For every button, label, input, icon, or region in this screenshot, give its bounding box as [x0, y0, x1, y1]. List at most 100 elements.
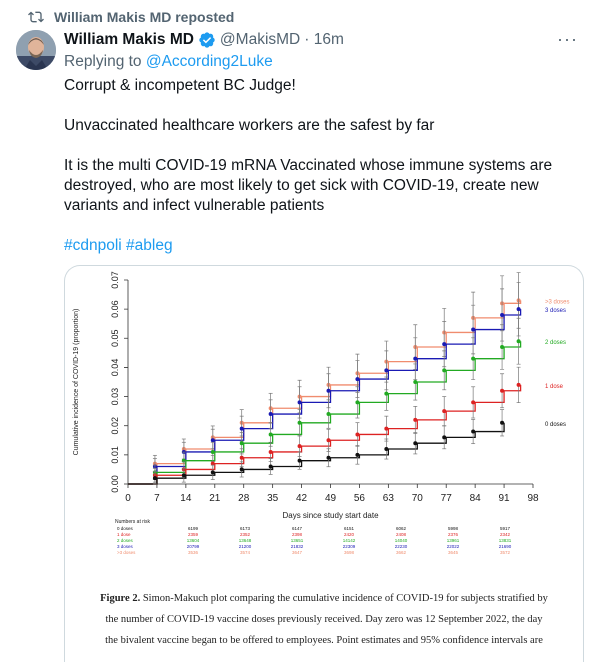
- caption-line: the number of COVID-19 vaccine doses pre…: [105, 614, 543, 625]
- at-risk-value: 2352: [240, 532, 251, 537]
- more-options-icon[interactable]: ···: [557, 29, 578, 49]
- at-risk-value: 2359: [188, 532, 199, 537]
- at-risk-value: 2398: [292, 532, 303, 537]
- at-risk-value: 22230: [395, 544, 408, 549]
- at-risk-value: 13648: [239, 538, 252, 543]
- author-name[interactable]: William Makis MD: [64, 31, 194, 48]
- data-point: [442, 409, 447, 414]
- reply-target-link[interactable]: @According2Luke: [145, 53, 273, 70]
- caption-line: the bivalent vaccine began to be offered…: [105, 635, 543, 646]
- tweet-line: variants and infect vulnerable patients: [64, 197, 325, 214]
- data-point: [355, 377, 360, 382]
- tweet-line: destroyed, who are most likely to get si…: [64, 177, 539, 194]
- data-point: [268, 432, 273, 437]
- data-point: [384, 391, 389, 396]
- data-point: [384, 368, 389, 373]
- series-label: 0 doses: [545, 422, 566, 428]
- tweet-text: Corrupt & incompetent BC Judge! Unvaccin…: [64, 76, 574, 256]
- x-axis-label: Days since study start date: [282, 511, 379, 520]
- x-tick-label: 70: [412, 493, 424, 504]
- tweet-line: It is the multi COVID-19 mRNA Vaccinated…: [64, 157, 553, 174]
- at-risk-value: 13961: [447, 538, 460, 543]
- at-risk-value: 3662: [396, 550, 407, 555]
- data-point: [384, 426, 389, 431]
- at-risk-row-label: 2 doses: [117, 538, 134, 543]
- data-point: [471, 400, 476, 405]
- at-risk-value: 21832: [291, 544, 304, 549]
- data-point: [297, 444, 302, 449]
- at-risk-value: 3645: [448, 550, 459, 555]
- data-point: [326, 388, 331, 393]
- at-risk-value: 14142: [343, 538, 356, 543]
- at-risk-value: 21200: [239, 544, 252, 549]
- x-tick-label: 49: [325, 493, 337, 504]
- at-risk-value: 5917: [500, 526, 511, 531]
- avatar[interactable]: [16, 30, 56, 70]
- data-point: [268, 464, 273, 469]
- at-risk-value: 5998: [448, 526, 459, 531]
- replying-prefix: Replying to: [64, 53, 146, 70]
- y-tick-label: 0.03: [110, 388, 120, 406]
- data-point: [471, 327, 476, 332]
- replying-to: Replying to @According2Luke: [64, 53, 273, 71]
- data-point: [355, 432, 360, 437]
- data-point: [413, 356, 418, 361]
- data-point: [268, 449, 273, 454]
- at-risk-value: 20799: [187, 544, 200, 549]
- data-point: [239, 455, 244, 460]
- at-risk-row-label: 1 dose: [117, 532, 131, 537]
- timestamp[interactable]: · 16m: [304, 31, 344, 48]
- data-point: [239, 426, 244, 431]
- data-point: [500, 345, 505, 350]
- at-risk-value: 2408: [396, 532, 407, 537]
- at-risk-value: 13831: [499, 538, 512, 543]
- data-point: [516, 339, 521, 344]
- data-point: [210, 470, 215, 475]
- data-point: [500, 312, 505, 317]
- at-risk-value: 13651: [291, 538, 304, 543]
- at-risk-value: 2376: [448, 532, 459, 537]
- at-risk-row-label: 0 doses: [117, 526, 134, 531]
- tweet-media-image[interactable]: 0.00 0.01 0.02 0.03 0.04 0.05 0.06 0.07 0 7 14 21 28…: [64, 265, 584, 662]
- at-risk-row-label: >3 doses: [117, 550, 136, 555]
- data-point: [355, 400, 360, 405]
- data-point: [471, 356, 476, 361]
- at-risk-value: 6062: [396, 526, 407, 531]
- data-point: [297, 420, 302, 425]
- at-risk-value: 3698: [344, 550, 355, 555]
- data-point: [210, 438, 215, 443]
- x-tick-label: 42: [296, 493, 308, 504]
- repost-icon: [28, 11, 44, 23]
- series-line: [128, 384, 522, 485]
- tweet-line: Unvaccinated healthcare workers are the …: [64, 117, 435, 134]
- x-tick-label: 98: [527, 493, 539, 504]
- at-risk-value: 3574: [240, 550, 251, 555]
- y-tick-label: 0.06: [110, 300, 120, 318]
- repost-indicator[interactable]: William Makis MD reposted: [28, 6, 234, 28]
- author-handle[interactable]: @MakisMD: [219, 31, 301, 48]
- at-risk-value: 3572: [500, 550, 511, 555]
- verified-badge-icon: [198, 31, 216, 49]
- x-tick-label: 56: [354, 493, 366, 504]
- data-point: [442, 435, 447, 440]
- data-point: [326, 438, 331, 443]
- data-point: [297, 400, 302, 405]
- data-point: [326, 412, 331, 417]
- x-tick-label: 63: [383, 493, 395, 504]
- data-point: [181, 473, 186, 478]
- series-label: 3 doses: [545, 308, 566, 314]
- data-point: [413, 380, 418, 384]
- data-point: [516, 382, 521, 387]
- figure-caption: Figure 2. Simon-Makuch plot comparing th…: [65, 593, 583, 604]
- data-point: [413, 441, 418, 446]
- x-tick-label: 28: [238, 493, 250, 504]
- hashtags[interactable]: #cdnpoli #ableg: [64, 237, 173, 254]
- x-tick-label: 91: [499, 493, 511, 504]
- at-risk-value: 6173: [240, 526, 251, 531]
- y-tick-label: 0.04: [110, 359, 120, 377]
- x-tick-label: 0: [125, 493, 131, 504]
- y-tick-label: 0.07: [110, 271, 120, 289]
- series-line: [128, 341, 522, 485]
- data-point: [442, 342, 447, 347]
- y-tick-label: 0.00: [110, 475, 120, 493]
